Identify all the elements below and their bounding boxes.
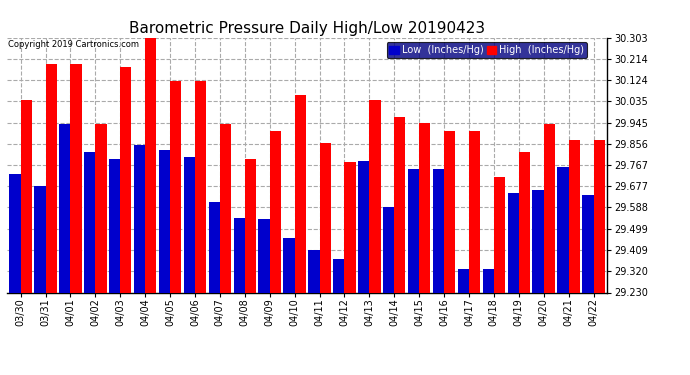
Bar [245, 159, 256, 292]
Bar [358, 160, 369, 292]
Bar [483, 269, 494, 292]
Bar [519, 152, 530, 292]
Bar [208, 202, 220, 292]
Bar [533, 190, 544, 292]
Bar [184, 157, 195, 292]
Bar [419, 123, 431, 292]
Bar [444, 131, 455, 292]
Bar [408, 169, 419, 292]
Bar [10, 174, 21, 292]
Bar [593, 140, 604, 292]
Bar [259, 219, 270, 292]
Title: Barometric Pressure Daily High/Low 20190423: Barometric Pressure Daily High/Low 20190… [129, 21, 485, 36]
Bar [145, 36, 157, 292]
Bar [344, 162, 355, 292]
Bar [295, 95, 306, 292]
Bar [308, 250, 319, 292]
Bar [21, 100, 32, 292]
Bar [120, 67, 131, 292]
Bar [333, 259, 344, 292]
Bar [582, 195, 593, 292]
Bar [46, 64, 57, 292]
Bar [433, 169, 444, 292]
Text: Copyright 2019 Cartronics.com: Copyright 2019 Cartronics.com [8, 40, 139, 49]
Bar [59, 124, 70, 292]
Bar [457, 269, 469, 292]
Bar [70, 64, 81, 292]
Bar [170, 81, 181, 292]
Bar [558, 166, 569, 292]
Bar [84, 152, 95, 292]
Bar [469, 131, 480, 292]
Bar [284, 238, 295, 292]
Bar [159, 150, 170, 292]
Legend: Low  (Inches/Hg), High  (Inches/Hg): Low (Inches/Hg), High (Inches/Hg) [386, 42, 587, 58]
Bar [109, 159, 120, 292]
Bar [383, 207, 394, 292]
Bar [234, 217, 245, 292]
Bar [369, 100, 380, 292]
Bar [494, 177, 505, 292]
Bar [95, 124, 106, 292]
Bar [319, 143, 331, 292]
Bar [569, 140, 580, 292]
Bar [220, 124, 231, 292]
Bar [544, 124, 555, 292]
Bar [270, 131, 281, 292]
Bar [34, 186, 46, 292]
Bar [508, 193, 519, 292]
Bar [394, 117, 406, 292]
Bar [195, 81, 206, 292]
Bar [134, 145, 145, 292]
